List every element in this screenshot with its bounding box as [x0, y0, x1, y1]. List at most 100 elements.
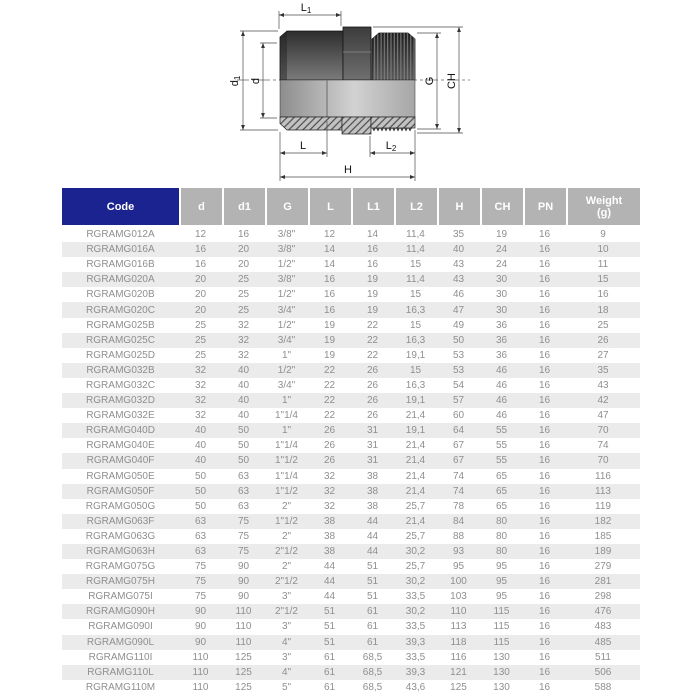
value-cell: 16 — [323, 274, 336, 286]
value-cell: 40 — [452, 244, 465, 256]
code-cell: RGRAMG063F — [86, 515, 155, 527]
value-cell: 110 — [192, 651, 209, 663]
col-header-d: d — [179, 188, 222, 227]
value-cell: 1"1/2 — [274, 485, 298, 497]
value-cell: 3" — [281, 621, 292, 633]
value-cell: 130 — [493, 666, 510, 678]
value-cell: 44 — [323, 576, 336, 588]
col-header-pn: PN — [523, 188, 566, 227]
table-row: RGRAMG020A 20 25 3/8" 16 19 11,4 43 30 16 15 — [62, 272, 640, 288]
value-cell: 1" — [281, 349, 292, 361]
value-cell: 9 — [600, 229, 606, 241]
value-cell: 16 — [237, 229, 250, 241]
table-row: RGRAMG075I 75 90 3" 44 51 33,5 103 95 16 298 — [62, 589, 640, 605]
value-cell: 46 — [495, 379, 508, 391]
value-cell: 31 — [366, 455, 379, 467]
value-cell: 16 — [194, 259, 207, 271]
table-row: RGRAMG063H 63 75 2"1/2 38 44 30,2 93 80 16 189 — [62, 543, 640, 560]
value-cell: 95 — [495, 561, 508, 573]
value-cell: 15 — [409, 364, 422, 376]
value-cell: 26 — [366, 395, 379, 407]
value-cell: 16 — [538, 621, 551, 633]
table-row: RGRAMG020B 20 25 1/2" 16 19 15 46 30 16 16 — [62, 287, 640, 303]
table-row: RGRAMG032C 32 40 3/4" 22 26 16,3 54 46 16 43 — [62, 377, 640, 394]
value-cell: 63 — [237, 470, 250, 482]
code-cell: RGRAMG020C — [86, 304, 155, 316]
value-cell: 44 — [323, 591, 336, 603]
col-header-code: Code — [62, 188, 179, 227]
value-cell: 40 — [237, 395, 250, 407]
value-cell: 70 — [597, 425, 609, 437]
value-cell: 21,4 — [405, 410, 426, 422]
value-cell: 2"1/2 — [274, 606, 298, 618]
code-cell: RGRAMG040E — [86, 440, 155, 452]
value-cell: 61 — [366, 606, 379, 618]
value-cell: 44 — [323, 561, 336, 573]
value-cell: 22 — [323, 364, 336, 376]
col-header-h: H — [437, 188, 480, 227]
col-header-label: G — [283, 200, 292, 213]
value-cell: 22 — [323, 410, 336, 422]
value-cell: 16 — [538, 546, 551, 558]
table-row: RGRAMG040D 40 50 1" 26 31 19,1 64 55 16 70 — [62, 423, 640, 439]
code-cell: RGRAMG050E — [86, 470, 155, 482]
value-cell: 18 — [597, 304, 609, 316]
value-cell: 16 — [538, 364, 551, 376]
table-row: RGRAMG090L 90 110 4" 51 61 39,3 118 115 16 485 — [62, 634, 640, 650]
value-cell: 1/2" — [277, 259, 296, 271]
value-cell: 67 — [452, 455, 465, 467]
value-cell: 121 — [450, 666, 467, 678]
value-cell: 30,2 — [405, 576, 426, 588]
value-cell: 42 — [597, 395, 609, 407]
value-cell: 30 — [495, 304, 508, 316]
value-cell: 95 — [495, 591, 508, 603]
value-cell: 61 — [323, 651, 336, 663]
code-cell: RGRAMG090H — [86, 606, 155, 618]
value-cell: 16 — [538, 229, 551, 241]
value-cell: 38 — [366, 500, 379, 512]
col-header-l1: L1 — [351, 188, 394, 227]
value-cell: 3/8" — [277, 274, 296, 286]
value-cell: 51 — [323, 636, 336, 648]
value-cell: 16 — [538, 455, 551, 467]
value-cell: 95 — [495, 576, 508, 588]
code-cell: RGRAMG075G — [85, 561, 156, 573]
value-cell: 25 — [237, 274, 250, 286]
value-cell: 65 — [495, 500, 508, 512]
value-cell: 16 — [538, 379, 551, 391]
value-cell: 21,4 — [405, 470, 426, 482]
value-cell: 50 — [237, 455, 250, 467]
value-cell: 506 — [594, 666, 612, 678]
value-cell: 1"1/4 — [274, 470, 298, 482]
value-cell: 16 — [538, 259, 551, 271]
value-cell: 22 — [366, 349, 379, 361]
value-cell: 1/2" — [277, 289, 296, 301]
technical-drawing: L1 d1 d G CH L L2 H — [229, 2, 470, 181]
value-cell: 51 — [323, 606, 336, 618]
value-cell: 36 — [495, 319, 508, 331]
value-cell: 16 — [538, 636, 551, 648]
value-cell: 115 — [493, 636, 510, 648]
table-row: RGRAMG040E 40 50 1"1/4 26 31 21,4 67 55 16 74 — [62, 438, 640, 454]
value-cell: 26 — [366, 364, 379, 376]
value-cell: 22 — [323, 379, 336, 391]
value-cell: 47 — [597, 410, 609, 422]
table-row: RGRAMG025C 25 32 3/4" 19 22 16,3 50 36 16 26 — [62, 332, 640, 348]
value-cell: 1"1/4 — [274, 410, 298, 422]
value-cell: 3/4" — [277, 334, 296, 346]
value-cell: 61 — [366, 621, 379, 633]
value-cell: 25 — [194, 349, 207, 361]
value-cell: 16 — [366, 259, 379, 271]
value-cell: 74 — [452, 470, 465, 482]
value-cell: 68,5 — [362, 651, 383, 663]
value-cell: 27 — [597, 349, 609, 361]
value-cell: 35 — [452, 229, 465, 241]
value-cell: 1/2" — [277, 364, 296, 376]
table-row: RGRAMG032B 32 40 1/2" 22 26 15 53 46 16 35 — [62, 362, 640, 378]
value-cell: 51 — [366, 591, 379, 603]
spec-table: Code d d1 G L L1 L2 H CH PN Weight (g) RGRAMG012A 12… — [62, 188, 640, 695]
value-cell: 16 — [366, 244, 379, 256]
value-cell: 189 — [594, 546, 612, 558]
value-cell: 2" — [281, 530, 292, 542]
